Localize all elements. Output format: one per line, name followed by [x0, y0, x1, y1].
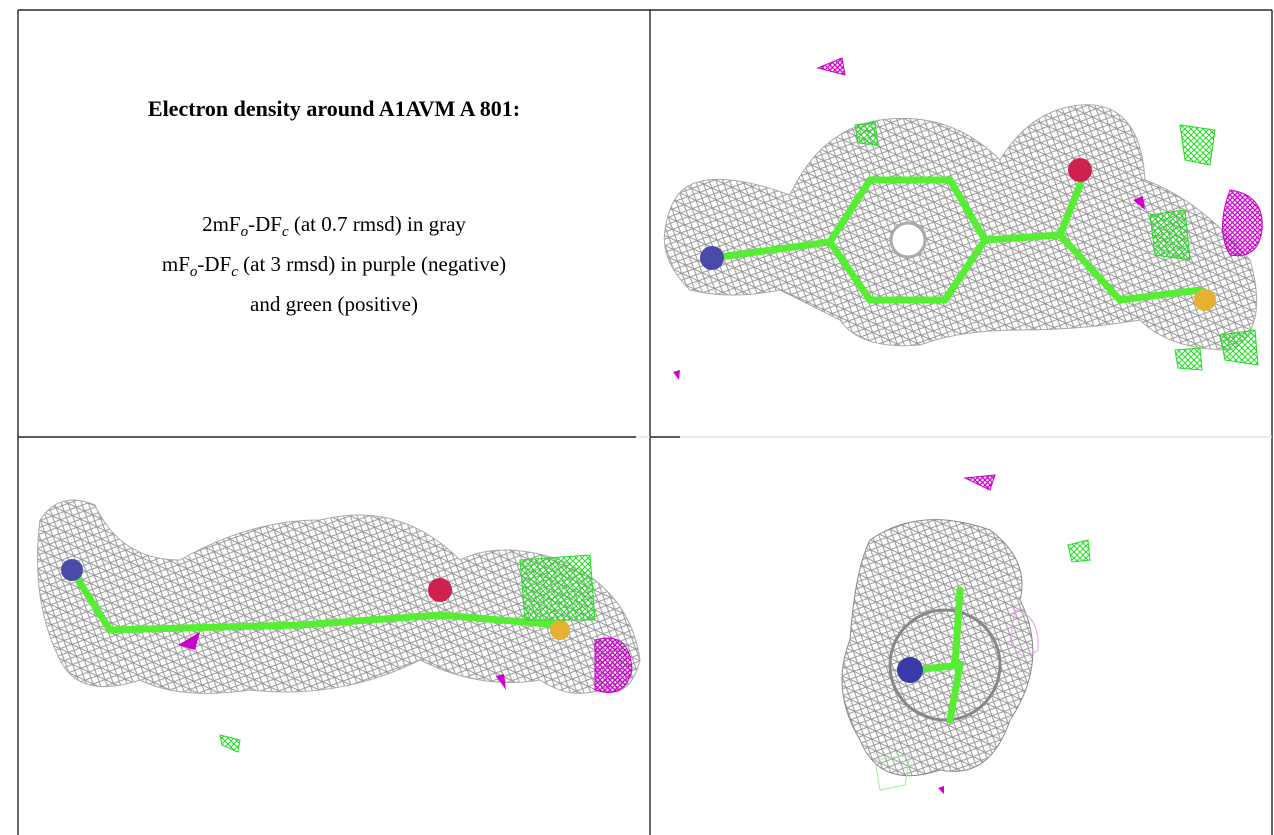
legend-text: -DF	[248, 212, 282, 236]
table-borders	[17, 9, 1273, 835]
subscript: c	[231, 264, 238, 281]
subscript: o	[189, 264, 198, 281]
legend-line: 2mFo-DFc (at 0.7 rmsd) in gray	[18, 208, 650, 248]
legend-text: (at 3 rmsd) in purple (negative)	[237, 252, 507, 277]
legend-text: 2mF	[202, 212, 241, 236]
legend-text: -DF	[197, 252, 232, 277]
caption-title: Electron density around A1AVM A 801:	[147, 96, 521, 121]
legend-text: and green (positive)	[250, 292, 418, 317]
subscript: c	[281, 224, 289, 241]
legend-line: and green (positive)	[18, 288, 650, 320]
legend-text: (at 0.7 rmsd) in gray	[288, 212, 466, 236]
density-view-end	[841, 474, 1091, 794]
caption-legend: 2mFo-DFc (at 0.7 rmsd) in gray mFo-DFc (a…	[18, 208, 650, 320]
density-view-side	[37, 499, 641, 753]
subscript: o	[240, 224, 249, 241]
legend-text: mF	[161, 252, 190, 277]
legend-line: mFo-DFc (at 3 rmsd) in purple (negative)	[18, 248, 650, 288]
density-view-top	[663, 57, 1263, 380]
